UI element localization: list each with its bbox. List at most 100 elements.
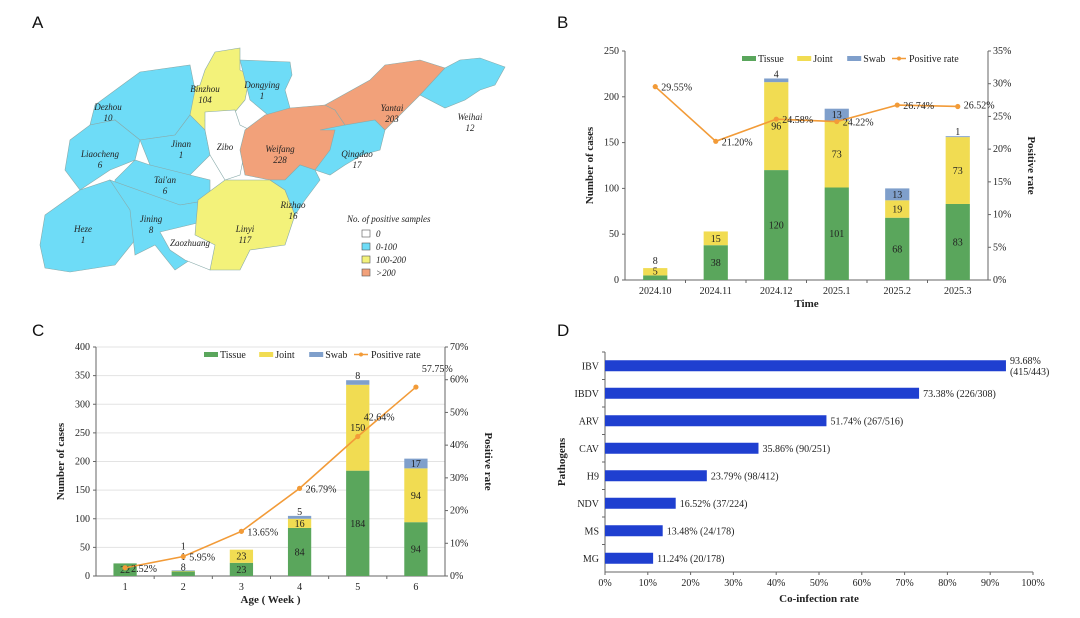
region-name-jining: Jining [140, 214, 163, 224]
bar-label-tissue: 68 [892, 244, 902, 255]
y-tick-label: 400 [75, 342, 90, 353]
bar-label-arv: 51.74% (267/516) [830, 416, 903, 427]
positive-rate-point [296, 485, 303, 491]
positive-rate-label: 21.20% [722, 137, 753, 148]
map-legend-label-zero: 0 [376, 229, 381, 239]
bar-tissue [643, 275, 668, 280]
bar-label-swab: 1 [955, 127, 960, 138]
legend-marker-positive-rate [359, 352, 363, 357]
region-name-weihai: Weihai [458, 112, 483, 122]
region-name-yantai: Yantai [381, 103, 404, 113]
bar-joint [404, 468, 428, 523]
region-name-linyi: Linyi [235, 224, 255, 234]
legend-swatch-swab [309, 352, 324, 357]
y-tick-label: MG [583, 554, 599, 565]
chart-d-coinfection: 0% 10% 20% 30% 40% 50% 60% 70% 80% 90% 100% IBV 93.6… [556, 351, 1049, 605]
y2-tick-label: 25% [993, 111, 1011, 122]
x-tick-label: 1 [123, 582, 128, 593]
bar-label-swab: 5 [297, 507, 302, 518]
legend-label-positive-rate: Positive rate [909, 54, 959, 65]
y-tick-label: 0 [614, 275, 619, 286]
y2-tick-label: 15% [993, 177, 1011, 188]
region-value-jining: 8 [149, 225, 154, 235]
bar-joint [885, 200, 910, 218]
map-legend-label-mid: 100-200 [376, 255, 406, 265]
bar-joint [346, 384, 370, 471]
bar-tissue [346, 470, 370, 576]
positive-rate-label: 13.65% [247, 527, 278, 538]
bar-label-h9: 23.79% (98/412) [711, 471, 779, 482]
bar-joint [945, 137, 970, 204]
bar-label-joint: 73 [953, 166, 963, 177]
positive-rate-point [773, 116, 779, 122]
region-value-taian: 6 [163, 186, 168, 196]
region-value-dezhou: 10 [104, 113, 114, 123]
positive-rate-point [955, 103, 961, 110]
bar-joint [287, 518, 312, 528]
bar-mg [605, 552, 654, 564]
bar-label-tissue: 23 [236, 565, 246, 576]
y-tick-label: 300 [75, 399, 90, 410]
panel-label-b: B [557, 13, 568, 32]
region-value-jinan: 1 [179, 150, 184, 160]
region-name-dezhou: Dezhou [93, 102, 122, 112]
bar-label-swab: 17 [411, 459, 421, 470]
y2-tick-label: 50% [450, 407, 468, 418]
y-tick-label: 250 [75, 428, 90, 439]
y2-tick-label: 0% [993, 275, 1006, 286]
bar-label-swab: 4 [774, 69, 779, 80]
legend-label-tissue: Tissue [758, 54, 784, 65]
legend-label-joint: Joint [275, 350, 295, 361]
x-tick-label: 10% [639, 578, 657, 589]
region-value-weihai: 12 [466, 123, 476, 133]
panel-label-a: A [32, 13, 44, 32]
shandong-map: Binzhou104Dongying1Dezhou10Jinan1ZiboLia… [39, 47, 506, 278]
positive-rate-label: 26.52% [964, 100, 995, 111]
map-legend-swatch-mid [361, 255, 371, 264]
bar-ibdv [605, 387, 920, 399]
legend-label-tissue: Tissue [220, 350, 246, 361]
y-tick-label: 100 [75, 514, 90, 525]
bar-label-joint: 150 [350, 423, 365, 434]
x-tick-label: 60% [853, 578, 871, 589]
bar-label-tissue: 101 [829, 229, 844, 240]
x-axis-title: Co-infection rate [779, 593, 859, 605]
y2-axis-title: Positive rate [482, 432, 494, 490]
legend-swatch-joint [259, 352, 274, 357]
bar-joint [229, 549, 254, 563]
y-tick-label: 250 [604, 46, 619, 57]
bar-label-ndv: 16.52% (37/224) [680, 499, 748, 510]
bar-label-tissue: 84 [295, 547, 305, 558]
bar-ms [605, 525, 663, 537]
positive-rate-label: 26.79% [306, 484, 337, 495]
region-name-qingdao: Qingdao [341, 149, 373, 159]
legend-label-joint: Joint [813, 54, 833, 65]
y-tick-label: 150 [75, 485, 90, 496]
bar-joint [764, 82, 789, 171]
y2-tick-label: 0% [450, 571, 463, 582]
legend-swatch-joint [797, 56, 812, 61]
region-value-weifang: 228 [273, 155, 287, 165]
bar-label-ibdv: 73.38% (226/308) [923, 389, 996, 400]
x-tick-label: 20% [681, 578, 699, 589]
legend-swatch-tissue [204, 352, 218, 357]
x-tick-label: 3 [239, 582, 244, 593]
bar-label-swab: 13 [892, 190, 902, 201]
region-name-binzhou: Binzhou [190, 84, 220, 94]
x-tick-label: 2025.2 [884, 286, 912, 297]
y-tick-label: IBDV [575, 389, 600, 400]
bar-tissue [404, 522, 428, 576]
bar-label-cav: 35.86% (90/251) [762, 444, 830, 455]
bar-tissue [764, 170, 789, 280]
y2-tick-label: 40% [450, 440, 468, 451]
bar-swab [346, 380, 370, 385]
map-legend-swatch-high [361, 268, 371, 277]
region-value-heze: 1 [81, 235, 86, 245]
panel-label-d: D [557, 321, 569, 340]
chart-b-monthly-cases: 0 50 100 150 200 250 0% 5% 10% 15% 20% 25% 30% 35% 202… [584, 46, 1037, 310]
bar-tissue [885, 217, 910, 280]
positive-rate-label: 29.55% [661, 83, 692, 94]
positive-rate-label: 5.95% [189, 553, 215, 564]
positive-rate-point [238, 528, 245, 534]
region-linyi [194, 179, 296, 271]
